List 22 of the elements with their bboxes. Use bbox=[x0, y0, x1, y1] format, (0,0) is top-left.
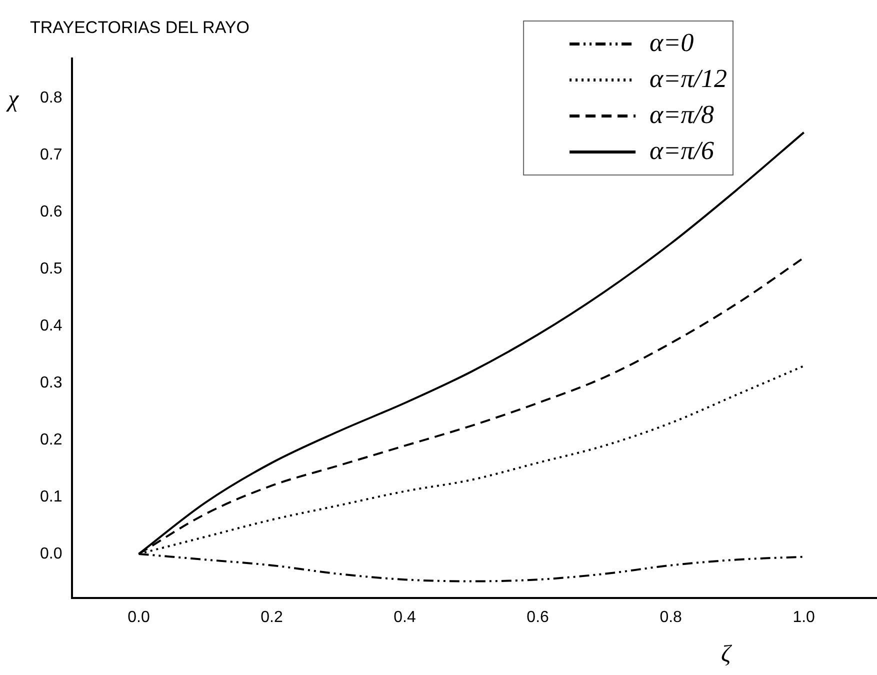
y-tick-label: 0.5 bbox=[40, 260, 62, 278]
legend-label: α=π/12 bbox=[650, 64, 728, 93]
legend-label: α=π/8 bbox=[650, 100, 714, 129]
y-tick-label: 0.2 bbox=[40, 431, 62, 448]
x-tick-label: 0.4 bbox=[394, 608, 416, 626]
chart-title: TRAYECTORIAS DEL RAYO bbox=[30, 18, 250, 37]
x-axis-title: ζ bbox=[720, 641, 733, 668]
x-tick-label: 1.0 bbox=[792, 608, 816, 626]
y-axis-title: χ bbox=[6, 86, 20, 113]
legend-label: α=0 bbox=[650, 28, 694, 57]
y-tick-label: 0.6 bbox=[40, 204, 62, 221]
legend-label: α=π/6 bbox=[650, 136, 714, 165]
y-tick-label: 0.8 bbox=[40, 90, 62, 107]
x-tick-label: 0.6 bbox=[526, 608, 550, 626]
y-tick-label: 0.3 bbox=[40, 374, 62, 392]
x-tick-label: 0.0 bbox=[128, 608, 150, 626]
y-tick-label: 0.4 bbox=[40, 318, 62, 335]
x-tick-label: 0.2 bbox=[260, 608, 283, 626]
y-tick-label: 0.0 bbox=[40, 545, 62, 562]
y-tick-label: 0.7 bbox=[40, 146, 62, 164]
y-tick-label: 0.1 bbox=[40, 488, 62, 506]
x-tick-label: 0.8 bbox=[660, 608, 682, 626]
